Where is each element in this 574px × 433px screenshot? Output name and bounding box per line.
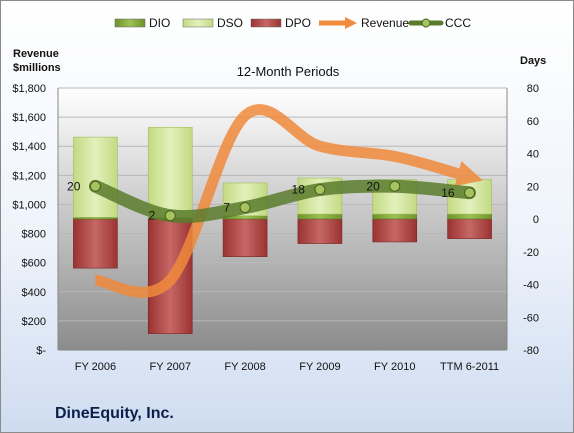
left-axis-label-line1: Revenue <box>13 48 59 60</box>
ccc-data-label: 16 <box>441 186 455 200</box>
right-tick-label: -60 <box>523 312 539 324</box>
right-tick-label: 80 <box>527 83 539 95</box>
ccc-point <box>464 187 476 199</box>
legend-swatch-arrowhead <box>345 17 357 29</box>
left-tick-label: $1,400 <box>12 141 46 153</box>
left-tick-label: $800 <box>22 229 46 241</box>
right-tick-label: 0 <box>533 214 539 226</box>
legend-swatch <box>114 18 146 28</box>
ccc-line <box>88 179 477 224</box>
left-axis-label-line2: $millions <box>13 62 61 74</box>
ccc-point <box>164 210 176 222</box>
ccc-data-label: 2 <box>149 209 156 223</box>
ccc-series: 20 2 7 18 20 16 <box>67 179 477 224</box>
dio-bar <box>297 213 343 220</box>
legend-label: DIO <box>149 16 170 30</box>
legend: DIO DSO DPO Revenue CCC <box>114 16 471 30</box>
right-tick-label: -20 <box>523 247 539 259</box>
legend-label: Revenue <box>361 16 409 30</box>
x-tick-label: FY 2010 <box>374 361 415 373</box>
dpo-bar <box>222 218 268 257</box>
chart-title: 12-Month Periods <box>237 64 340 79</box>
revenue-arrowhead <box>454 161 484 187</box>
ccc-point <box>239 202 251 214</box>
dso-bar <box>147 127 193 218</box>
legend-label: DPO <box>285 16 311 30</box>
right-tick-label: 40 <box>527 149 539 161</box>
x-tick-label: FY 2009 <box>299 361 340 373</box>
legend-label: CCC <box>445 16 471 30</box>
ccc-point <box>89 180 101 192</box>
right-tick-label: 60 <box>527 116 539 128</box>
legend-swatch <box>250 18 282 28</box>
left-tick-label: $1,800 <box>12 83 46 95</box>
dpo-bar <box>297 218 343 244</box>
x-tick-label: FY 2008 <box>224 361 265 373</box>
legend-label: DSO <box>217 16 243 30</box>
left-tick-label: $1,600 <box>12 112 46 124</box>
axes: $- $200 $400 $600 $800 $1,000 $1,200 $1,400 $1,6… <box>12 83 539 373</box>
x-tick-label: FY 2007 <box>150 361 191 373</box>
ccc-data-label: 20 <box>67 179 81 193</box>
company-name: DineEquity, Inc. <box>55 405 174 422</box>
left-tick-label: $1,000 <box>12 199 46 211</box>
x-tick-label: TTM 6-2011 <box>440 361 499 373</box>
ccc-data-label: 20 <box>366 179 380 193</box>
dio-bar <box>447 213 492 220</box>
legend-swatch-marker <box>421 18 431 28</box>
dpo-bar <box>73 218 118 269</box>
right-tick-label: -80 <box>523 345 539 357</box>
dpo-bar <box>447 218 492 239</box>
ccc-data-label: 18 <box>292 183 306 197</box>
dso-bar <box>73 136 118 218</box>
plot-area <box>58 88 507 350</box>
left-tick-label: $600 <box>22 258 46 270</box>
ccc-point <box>389 180 401 192</box>
ccc-data-label: 7 <box>223 201 230 215</box>
left-tick-label: $1,200 <box>12 170 46 182</box>
x-tick-label: FY 2006 <box>75 361 116 373</box>
revenue-series <box>94 104 484 298</box>
dio-bar <box>372 213 418 220</box>
left-tick-label: $200 <box>22 316 46 328</box>
right-axis-label: Days <box>520 55 546 67</box>
right-tick-label: 20 <box>527 181 539 193</box>
left-tick-label: $- <box>36 345 46 357</box>
dpo-bar <box>372 218 418 243</box>
revenue-line <box>94 104 460 298</box>
ccc-point <box>314 184 326 196</box>
left-tick-label: $400 <box>22 287 46 299</box>
legend-swatch <box>182 18 214 28</box>
right-tick-label: -40 <box>523 280 539 292</box>
